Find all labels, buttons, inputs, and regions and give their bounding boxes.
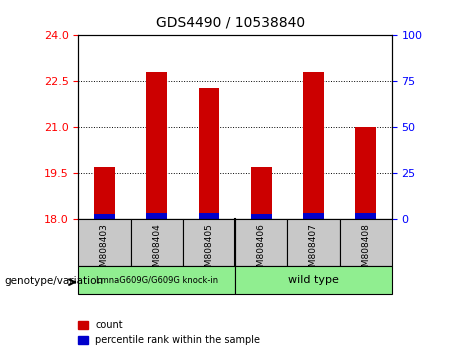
Text: GSM808406: GSM808406 bbox=[257, 223, 266, 278]
Text: GSM808408: GSM808408 bbox=[361, 223, 370, 278]
Text: GSM808407: GSM808407 bbox=[309, 223, 318, 278]
FancyBboxPatch shape bbox=[235, 219, 287, 266]
FancyBboxPatch shape bbox=[183, 219, 235, 266]
Text: genotype/variation: genotype/variation bbox=[5, 276, 104, 286]
Legend: count, percentile rank within the sample: count, percentile rank within the sample bbox=[74, 316, 264, 349]
Bar bbox=[355, 213, 376, 219]
Text: GSM808405: GSM808405 bbox=[205, 223, 213, 278]
Text: GSM808403: GSM808403 bbox=[100, 223, 109, 278]
FancyBboxPatch shape bbox=[130, 219, 183, 266]
Bar bbox=[251, 167, 272, 219]
Bar bbox=[303, 72, 324, 219]
Bar bbox=[199, 87, 219, 219]
FancyBboxPatch shape bbox=[78, 219, 130, 266]
FancyBboxPatch shape bbox=[340, 219, 392, 266]
Text: GSM808404: GSM808404 bbox=[152, 223, 161, 278]
Text: wild type: wild type bbox=[288, 275, 339, 285]
Bar bbox=[199, 213, 219, 219]
Text: GDS4490 / 10538840: GDS4490 / 10538840 bbox=[156, 16, 305, 30]
FancyBboxPatch shape bbox=[78, 266, 235, 294]
Bar bbox=[94, 214, 115, 219]
FancyBboxPatch shape bbox=[287, 219, 340, 266]
Text: LmnaG609G/G609G knock-in: LmnaG609G/G609G knock-in bbox=[96, 275, 218, 284]
Bar bbox=[94, 167, 115, 219]
Bar bbox=[303, 213, 324, 219]
Bar bbox=[355, 127, 376, 219]
FancyBboxPatch shape bbox=[235, 266, 392, 294]
Bar bbox=[146, 72, 167, 219]
Bar bbox=[251, 214, 272, 219]
Bar bbox=[146, 213, 167, 219]
